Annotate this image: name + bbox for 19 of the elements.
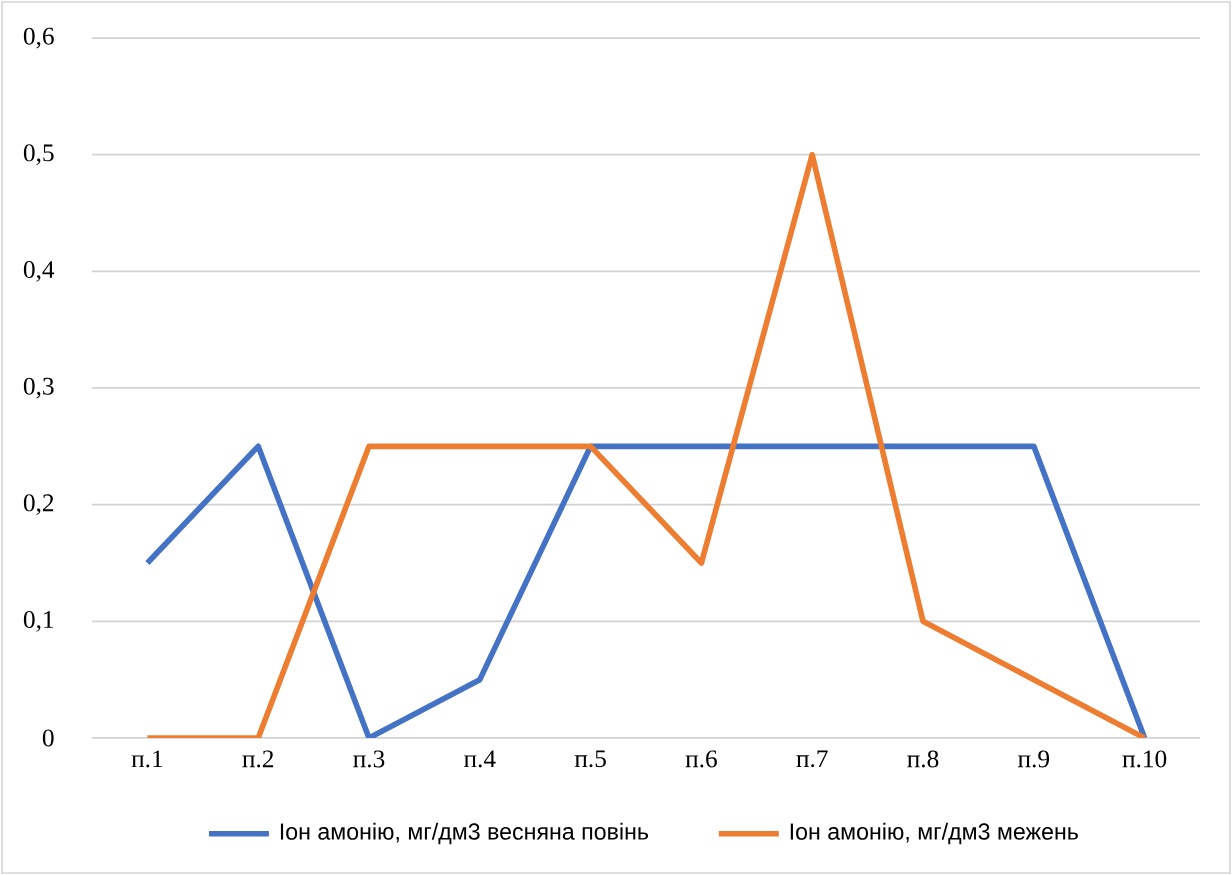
x-tick-label: п.4 <box>463 750 496 768</box>
x-tick-label: п.8 <box>907 750 939 768</box>
y-tick-label: 0,3 <box>23 377 54 399</box>
legend-label: Іон амонію, мг/дм3 весняна повінь <box>280 822 649 845</box>
x-tick-label: п.9 <box>1018 750 1050 768</box>
y-tick-label: 0,1 <box>23 610 54 632</box>
y-tick-label: 0,5 <box>23 144 54 166</box>
y-tick-label: 0,2 <box>23 494 54 516</box>
y-tick-label: 0,6 <box>23 27 54 49</box>
x-tick-label: п.1 <box>131 750 163 768</box>
x-tick-label: п.3 <box>353 750 385 768</box>
legend-label: Іон амонію, мг/дм3 межень <box>790 822 1078 845</box>
x-tick-label: п.5 <box>574 750 606 768</box>
y-tick-label: 0,4 <box>23 260 55 282</box>
y-tick-label: 0 <box>42 729 54 747</box>
x-tick-label: п.2 <box>242 750 274 768</box>
x-tick-label: п.10 <box>1122 750 1167 768</box>
x-tick-label: п.7 <box>796 750 828 768</box>
x-tick-label: п.6 <box>685 750 717 768</box>
